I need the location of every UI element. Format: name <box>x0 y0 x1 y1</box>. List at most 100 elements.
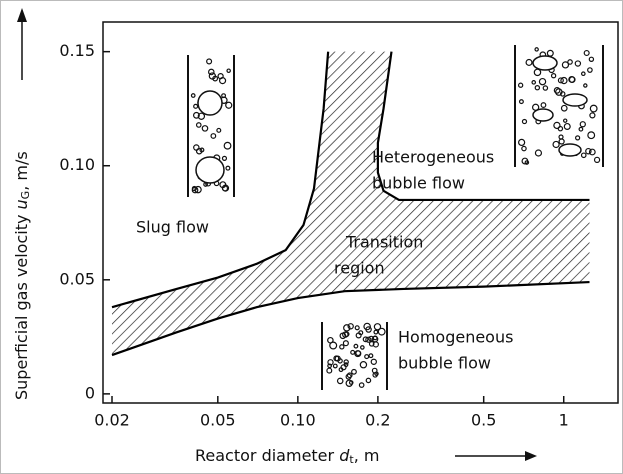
bubble <box>377 327 386 336</box>
bubble <box>343 331 350 337</box>
bubble <box>206 58 213 65</box>
bubble <box>358 330 364 336</box>
bubble <box>193 144 200 151</box>
bubble <box>521 118 528 125</box>
bubble <box>360 345 365 350</box>
x-label-symbol: d <box>339 446 350 465</box>
bubble <box>362 336 369 343</box>
bubble <box>212 75 219 82</box>
bubble <box>348 380 354 385</box>
bubble <box>579 121 586 128</box>
bubble <box>225 101 233 109</box>
plot-frame <box>102 21 619 404</box>
bubble <box>567 59 573 65</box>
bubble <box>201 125 209 132</box>
bubble <box>343 359 349 365</box>
x-tick-label: 0.10 <box>280 411 316 430</box>
bubble <box>583 49 590 57</box>
bubble <box>518 99 524 105</box>
large-bubble <box>558 143 582 157</box>
bubble <box>370 358 377 365</box>
bubble <box>372 335 378 341</box>
bubble <box>553 121 561 130</box>
bubble <box>558 138 565 145</box>
region-label: Heterogeneous <box>372 148 494 167</box>
large-bubble <box>562 93 588 107</box>
bubble <box>359 361 368 369</box>
bubble <box>365 326 372 333</box>
bubble <box>358 382 365 388</box>
bubble <box>593 156 601 164</box>
bubble <box>552 140 560 149</box>
bubble <box>531 80 537 85</box>
bubble <box>373 323 382 331</box>
bubble <box>371 367 378 374</box>
bubble <box>326 367 333 374</box>
bubble <box>587 67 593 73</box>
bubble <box>340 364 347 371</box>
bubble <box>346 372 353 379</box>
bubble <box>218 77 227 85</box>
bubble <box>354 325 360 331</box>
x-tick-label: 0.02 <box>94 411 130 430</box>
bubble <box>560 104 568 112</box>
bubble <box>550 73 557 79</box>
bubble <box>342 340 349 347</box>
x-axis-label: Reactor diameter dt, m <box>195 446 379 467</box>
x-tick-label: 0.2 <box>365 411 390 430</box>
bubble <box>534 47 539 52</box>
y-tick-label: 0.10 <box>59 155 95 174</box>
y-label-text: Superficial gas velocity <box>12 215 31 400</box>
x-label-unit: , m <box>354 446 380 465</box>
bubble <box>534 149 543 157</box>
bubble <box>373 329 379 335</box>
y-tick-label: 0.05 <box>59 269 95 288</box>
bubble <box>197 112 206 120</box>
region-label: Transition <box>345 233 423 252</box>
bubble <box>557 77 564 84</box>
bubble <box>587 131 596 140</box>
y-label-unit: , m/s <box>12 151 31 190</box>
bubble <box>574 60 582 67</box>
bubble <box>559 91 566 97</box>
region-label: Slug flow <box>136 218 209 237</box>
bubble <box>589 104 598 113</box>
large-bubble <box>532 55 558 71</box>
bubble <box>534 84 541 91</box>
bubble <box>521 145 527 152</box>
y-label-subscript: G <box>19 191 32 200</box>
region-label: bubble flow <box>398 354 491 373</box>
y-axis-label: Superficial gas velocity uG, m/s <box>12 151 33 400</box>
bubble <box>226 68 231 74</box>
bubble <box>365 336 372 343</box>
bubble <box>332 363 338 369</box>
x-arrow-head <box>525 451 537 461</box>
bubble <box>365 377 372 384</box>
bubble <box>343 324 351 332</box>
bubble <box>363 322 371 331</box>
bubble <box>588 56 595 63</box>
y-tick-label: 0.15 <box>59 41 95 60</box>
bubble <box>568 75 576 83</box>
bubble <box>345 373 352 380</box>
bubble <box>517 82 524 88</box>
x-tick-label: 0.05 <box>200 411 236 430</box>
bubble <box>583 83 588 88</box>
transition-hatch <box>112 51 590 356</box>
bubble <box>193 103 199 109</box>
bubble <box>195 122 202 128</box>
large-bubble <box>197 90 223 116</box>
bubble <box>518 138 526 147</box>
bubble <box>336 377 344 385</box>
x-tick-label: 1 <box>559 411 569 430</box>
bubble <box>557 125 564 132</box>
region-label: region <box>334 259 385 278</box>
bubble <box>368 353 374 359</box>
bubble <box>364 354 370 360</box>
boundary-line <box>111 280 590 357</box>
column-icons <box>187 45 604 390</box>
bubble <box>225 165 231 171</box>
bubble <box>525 58 533 66</box>
bubble <box>210 133 217 139</box>
